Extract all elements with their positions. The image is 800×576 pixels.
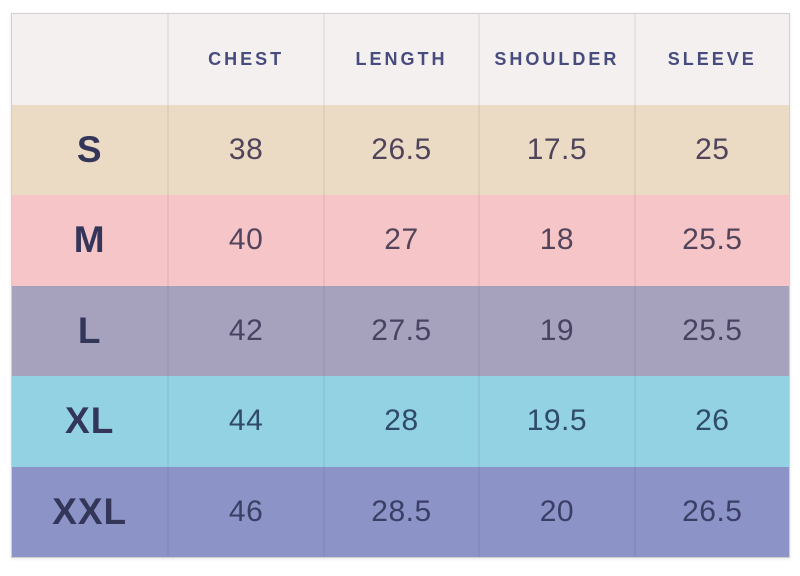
size-label: XXL (52, 490, 128, 532)
table-row-s: S 38 26.5 17.5 25 (12, 104, 789, 195)
table-cell: 25.5 (633, 195, 789, 286)
table-row-m: M 40 27 18 25.5 (12, 195, 789, 286)
table-cell: 27.5 (322, 285, 478, 376)
table-cell: 28 (322, 376, 478, 467)
table-cell: 19 (478, 285, 633, 376)
table-cell: 20 (478, 466, 633, 557)
table-row-xl: XL 44 28 19.5 26 (12, 376, 789, 467)
size-chart-table: CHEST LENGTH SHOULDER SLEEVE S 38 26.5 1… (11, 13, 790, 558)
header-empty-cell (12, 14, 167, 105)
table-cell: 26 (633, 376, 789, 467)
table-cell: 18 (478, 195, 633, 286)
header-row: CHEST LENGTH SHOULDER SLEEVE (12, 14, 789, 105)
table-cell: 44 (167, 376, 322, 467)
size-label: XL (65, 400, 115, 442)
size-label: M (73, 219, 106, 261)
size-label: L (77, 309, 102, 351)
column-header-sleeve: SLEEVE (633, 14, 789, 105)
table-row-l: L 42 27.5 19 25.5 (12, 285, 789, 376)
table-cell: 42 (167, 285, 322, 376)
column-header-chest: CHEST (167, 14, 322, 105)
table-cell: 40 (167, 195, 322, 286)
table-row-xxl: XXL 46 28.5 20 26.5 (12, 466, 789, 557)
table-cell: 19.5 (478, 376, 633, 467)
table-cell: 38 (167, 104, 322, 195)
table-cell: 28.5 (322, 466, 478, 557)
size-label: S (76, 128, 103, 170)
table-cell: 26.5 (322, 104, 478, 195)
table-cell: 26.5 (633, 466, 789, 557)
table-cell: 17.5 (478, 104, 633, 195)
column-header-shoulder: SHOULDER (478, 14, 633, 105)
table-cell: 25.5 (633, 285, 789, 376)
table-cell: 46 (167, 466, 322, 557)
column-header-length: LENGTH (322, 14, 478, 105)
table-cell: 25 (633, 104, 789, 195)
table-cell: 27 (322, 195, 478, 286)
